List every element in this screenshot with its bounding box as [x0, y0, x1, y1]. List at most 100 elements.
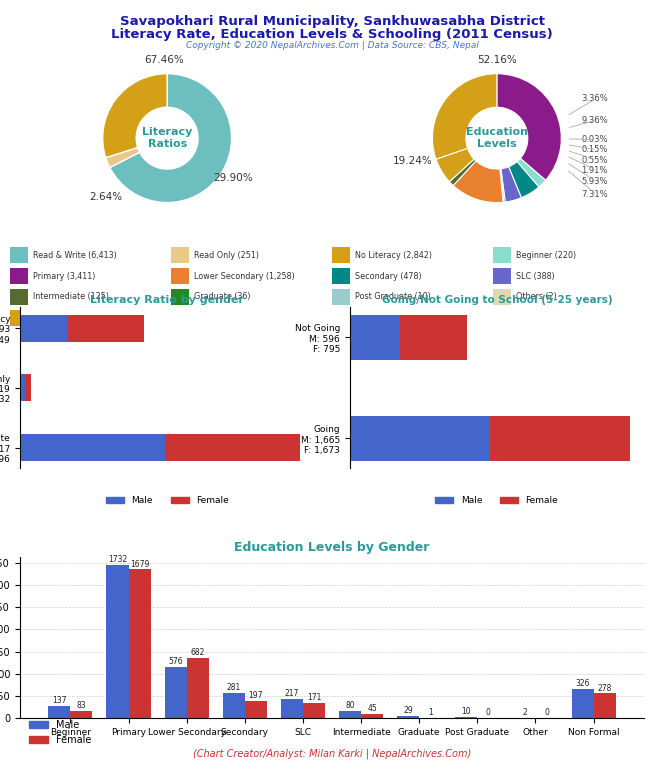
Text: (Chart Creator/Analyst: Milan Karki | NepalArchives.Com): (Chart Creator/Analyst: Milan Karki | Ne…	[193, 748, 471, 759]
Bar	[222, 694, 245, 718]
Text: Others (2): Others (2)	[516, 293, 557, 301]
Bar	[456, 717, 477, 718]
Bar	[361, 714, 383, 718]
Wedge shape	[501, 167, 521, 202]
FancyBboxPatch shape	[171, 289, 189, 305]
Text: 3.36%: 3.36%	[581, 94, 608, 103]
Wedge shape	[454, 161, 503, 203]
Text: 10: 10	[461, 707, 471, 717]
FancyBboxPatch shape	[332, 247, 350, 263]
FancyBboxPatch shape	[171, 247, 189, 263]
Bar	[339, 711, 361, 718]
Legend: Male, Female: Male, Female	[102, 493, 232, 509]
Text: Non Formal (612): Non Formal (612)	[33, 313, 103, 322]
Text: Graduate (36): Graduate (36)	[194, 293, 250, 301]
Text: 29: 29	[403, 706, 413, 715]
Wedge shape	[497, 74, 561, 180]
Bar	[400, 315, 467, 360]
Bar	[572, 689, 594, 718]
FancyBboxPatch shape	[332, 268, 350, 284]
Title: Literacy Ratio by gender: Literacy Ratio by gender	[90, 295, 244, 305]
Bar	[303, 703, 325, 718]
Text: 1.91%: 1.91%	[581, 166, 608, 175]
Text: 0: 0	[486, 708, 491, 717]
Wedge shape	[517, 158, 546, 187]
Text: Education
Levels: Education Levels	[466, 127, 528, 149]
Text: 2.64%: 2.64%	[90, 193, 122, 203]
Wedge shape	[450, 159, 476, 186]
Bar	[25, 374, 31, 402]
Text: 682: 682	[191, 648, 205, 657]
Text: 0: 0	[544, 708, 549, 717]
Text: 45: 45	[367, 704, 377, 713]
Wedge shape	[509, 161, 539, 197]
Bar	[68, 315, 144, 342]
Legend: Male, Female: Male, Female	[432, 493, 562, 509]
Text: Beginner (220): Beginner (220)	[516, 251, 576, 260]
Bar	[489, 415, 630, 461]
Text: Literacy Rate, Education Levels & Schooling (2011 Census): Literacy Rate, Education Levels & School…	[111, 28, 553, 41]
Text: 1: 1	[428, 708, 433, 717]
Text: 9.36%: 9.36%	[581, 116, 608, 124]
Text: 1679: 1679	[130, 560, 149, 568]
Text: 278: 278	[598, 684, 612, 693]
Bar	[165, 667, 187, 718]
Text: Primary (3,411): Primary (3,411)	[33, 272, 96, 280]
Text: Copyright © 2020 NepalArchives.Com | Data Source: CBS, Nepal: Copyright © 2020 NepalArchives.Com | Dat…	[185, 41, 479, 51]
FancyBboxPatch shape	[10, 310, 28, 326]
Text: Literacy
Ratios: Literacy Ratios	[142, 127, 193, 149]
Bar	[20, 374, 25, 402]
Text: SLC (388): SLC (388)	[516, 272, 555, 280]
Text: 0.03%: 0.03%	[581, 135, 608, 144]
Text: 83: 83	[76, 701, 86, 710]
Text: Savapokhari Rural Municipality, Sankhuwasabha District: Savapokhari Rural Municipality, Sankhuwa…	[120, 15, 544, 28]
Text: 7.31%: 7.31%	[581, 190, 608, 200]
Text: 5.93%: 5.93%	[581, 177, 608, 187]
Text: 1732: 1732	[108, 555, 127, 564]
Bar	[245, 700, 267, 718]
Text: 197: 197	[248, 691, 263, 700]
Text: 29.90%: 29.90%	[213, 173, 253, 183]
Legend: Male, Female: Male, Female	[25, 716, 95, 749]
Bar	[70, 710, 92, 718]
Wedge shape	[106, 147, 139, 167]
FancyBboxPatch shape	[10, 247, 28, 263]
Bar	[20, 434, 165, 461]
Bar	[350, 415, 489, 461]
Text: 0.15%: 0.15%	[581, 145, 608, 154]
FancyBboxPatch shape	[493, 289, 511, 305]
Bar	[594, 694, 616, 718]
Text: Post Graduate (10): Post Graduate (10)	[355, 293, 431, 301]
Bar	[165, 434, 300, 461]
Bar	[129, 569, 151, 718]
Text: 326: 326	[575, 680, 590, 688]
Text: Secondary (478): Secondary (478)	[355, 272, 422, 280]
Text: 67.46%: 67.46%	[144, 55, 184, 65]
Bar	[350, 315, 400, 360]
Text: Read & Write (6,413): Read & Write (6,413)	[33, 251, 117, 260]
Bar	[48, 706, 70, 718]
FancyBboxPatch shape	[10, 268, 28, 284]
Wedge shape	[500, 169, 505, 202]
Wedge shape	[500, 169, 503, 202]
Text: No Literacy (2,842): No Literacy (2,842)	[355, 251, 432, 260]
Text: 281: 281	[226, 684, 241, 693]
Text: 0.55%: 0.55%	[581, 156, 608, 164]
Text: 137: 137	[52, 697, 66, 705]
Text: 80: 80	[345, 701, 355, 710]
Text: Lower Secondary (1,258): Lower Secondary (1,258)	[194, 272, 295, 280]
Bar	[106, 564, 129, 718]
Text: 217: 217	[285, 689, 299, 698]
Text: 19.24%: 19.24%	[393, 156, 433, 166]
Text: 171: 171	[307, 694, 321, 702]
Text: Intermediate (125): Intermediate (125)	[33, 293, 109, 301]
Wedge shape	[436, 148, 474, 182]
Text: 52.16%: 52.16%	[477, 55, 517, 65]
Wedge shape	[110, 74, 232, 203]
FancyBboxPatch shape	[10, 289, 28, 305]
Wedge shape	[500, 169, 504, 202]
Title: Education Levels by Gender: Education Levels by Gender	[234, 541, 430, 554]
Bar	[20, 315, 68, 342]
Text: Read Only (251): Read Only (251)	[194, 251, 259, 260]
FancyBboxPatch shape	[493, 247, 511, 263]
